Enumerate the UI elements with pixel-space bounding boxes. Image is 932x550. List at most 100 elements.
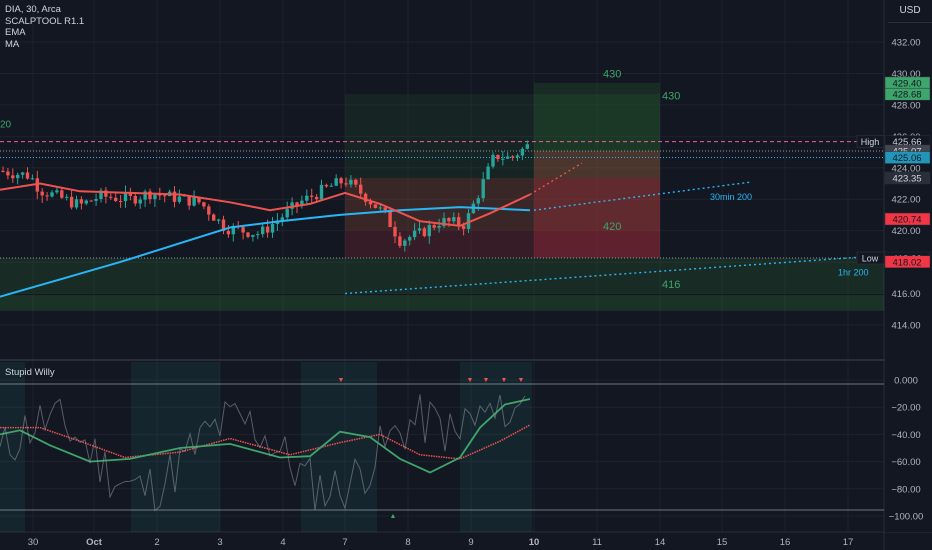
candle-body-5: [25, 172, 30, 179]
time-label-5: 7: [342, 537, 347, 548]
osc-marker-low: ▲: [390, 513, 397, 520]
label-ma1h: 1hr 200: [838, 268, 869, 278]
trade-zones: [0, 82, 884, 532]
candle-body-66: [324, 184, 329, 187]
candle-body-57: [280, 217, 284, 221]
candle-body-74: [363, 193, 368, 202]
candle-body-76: [373, 204, 378, 208]
candle-body-28: [138, 199, 142, 204]
candle-body-98: [481, 179, 485, 199]
time-label-7: 9: [468, 537, 473, 548]
candle-body-80: [393, 226, 397, 237]
candle-body-30: [148, 191, 152, 200]
zone-support-2: [0, 295, 884, 311]
zone-short: [345, 177, 660, 258]
chart-annotations: 430 430 420 416 20 30min 200 1hr 200: [0, 68, 869, 291]
candle-body-15: [74, 199, 79, 208]
candle-body-32: [158, 194, 162, 196]
ma30-proj: [533, 181, 753, 211]
candle-body-84: [412, 230, 417, 238]
candle-body-60: [295, 202, 299, 206]
osc-zone-3: [460, 362, 532, 532]
label-left: 20: [0, 120, 12, 131]
candle-body-6: [30, 178, 35, 180]
price-badge-6: 420.74: [892, 215, 921, 226]
candle-body-13: [65, 196, 69, 198]
zone-target: [534, 82, 660, 178]
candle-body-62: [305, 195, 309, 201]
symbol-title[interactable]: DIA, 30, Arca: [5, 4, 61, 15]
price-tick-5: 422.00: [891, 195, 920, 206]
candle-body-94: [461, 225, 466, 229]
candle-body-42: [207, 206, 211, 215]
candle-body-14: [69, 196, 74, 208]
indicator-scalptool[interactable]: SCALPTOOL R1.1: [5, 15, 85, 27]
level-lines: [0, 141, 884, 511]
candle-body-12: [60, 190, 64, 198]
osc-marker-0: ▼: [338, 377, 345, 384]
osc-tick-2: −40.00: [891, 430, 920, 441]
price-badge-bg-8: [884, 255, 931, 269]
candle-body-63: [310, 195, 314, 197]
price-tick-6: 420.00: [891, 226, 920, 237]
osc-raw: [0, 394, 526, 512]
candle-body-101: [496, 154, 500, 160]
candle-body-16: [79, 199, 84, 204]
price-tick-9: 414.00: [891, 320, 920, 331]
indicator-ema[interactable]: EMA: [5, 27, 26, 38]
candle-body-39: [192, 197, 196, 206]
ema-line: [0, 182, 531, 227]
candle-body-8: [40, 191, 44, 196]
osc-marker-1: ▼: [467, 377, 474, 384]
candle-body-3: [16, 174, 20, 179]
price-tick-1: 430.00: [891, 69, 920, 80]
indicator-ma[interactable]: MA: [5, 38, 20, 50]
candle-body-78: [383, 207, 387, 211]
time-label-4: 4: [280, 537, 285, 548]
candle-body-35: [172, 191, 177, 202]
candle-body-25: [123, 192, 128, 202]
ma-line-30min: [0, 206, 531, 298]
label-ma30: 30min 200: [710, 192, 752, 202]
time-label-12: 16: [780, 537, 791, 548]
candle-body-73: [359, 184, 363, 194]
candle-body-70: [344, 183, 348, 185]
candle-body-68: [334, 178, 338, 186]
candle-body-61: [300, 200, 304, 206]
candle-body-2: [11, 175, 15, 179]
candle-body-54: [265, 226, 270, 233]
candle-body-65: [319, 184, 324, 200]
price-axis[interactable]: 432.00430.00428.00426.00424.00422.00420.…: [856, 22, 932, 532]
candle-body-83: [408, 237, 412, 241]
candle-body-24: [118, 201, 123, 203]
price-badge-8: 418.02: [892, 257, 921, 268]
oscillator-title[interactable]: Stupid Willy: [5, 367, 55, 378]
candle-body-18: [89, 200, 93, 202]
candle-body-105: [515, 155, 520, 157]
candle-body-10: [50, 192, 54, 197]
candle-body-95: [466, 213, 471, 229]
candle-body-31: [153, 194, 157, 200]
candle-body-0: [1, 170, 5, 172]
candle-body-45: [221, 219, 226, 231]
candle-body-17: [84, 200, 88, 204]
price-badge-bg-6: [884, 212, 931, 226]
time-axis[interactable]: 30 Oct 2 3 4 7 8 9 10 11 14 15 16 17: [28, 537, 854, 548]
time-label-9: 11: [592, 537, 602, 548]
candle-body-47: [231, 225, 235, 235]
osc-tick-0: 0.000: [894, 376, 918, 387]
currency-button[interactable]: USD: [888, 0, 932, 23]
candle-body-102: [501, 158, 505, 160]
badge-tag-2: High: [861, 137, 880, 147]
price-badge-1: 428.68: [892, 90, 921, 101]
chart-legend: DIA, 30, Arca SCALPTOOL R1.1 EMA MA: [5, 4, 84, 50]
candle-body-58: [285, 208, 289, 218]
candle-body-89: [437, 226, 441, 228]
candle-body-44: [216, 219, 221, 221]
candle-body-75: [368, 201, 373, 205]
candle-body-11: [55, 190, 59, 193]
osc-marker-3: ▼: [501, 377, 508, 384]
candle-body-26: [128, 192, 133, 196]
